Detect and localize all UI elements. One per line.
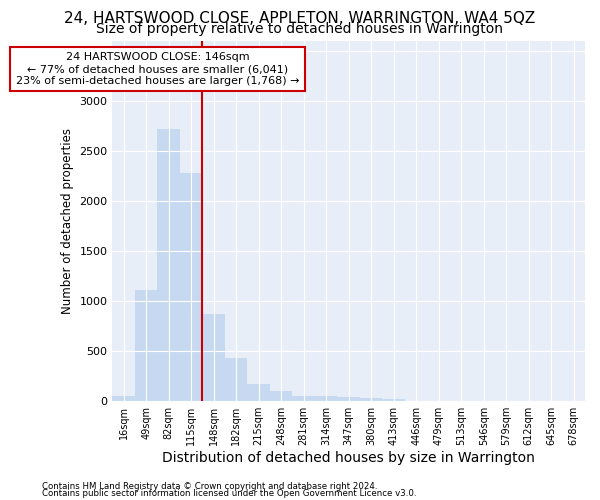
Bar (180, 173, 202, 401)
Text: 24, HARTSWOOD CLOSE, APPLETON, WARRINGTON, WA4 5QZ: 24, HARTSWOOD CLOSE, APPLETON, WARRINGTO… (64, 11, 536, 26)
Text: Size of property relative to detached houses in Warrington: Size of property relative to detached ho… (97, 22, 503, 36)
Text: Contains public sector information licensed under the Open Government Licence v3: Contains public sector information licen… (42, 488, 416, 498)
Bar (225, 358, 247, 401)
Bar (382, 398, 405, 401)
Y-axis label: Number of detached properties: Number of detached properties (61, 128, 74, 314)
Bar (292, 396, 315, 401)
Bar (157, 129, 180, 401)
Text: 24 HARTSWOOD CLOSE: 146sqm
← 77% of detached houses are smaller (6,041)
23% of s: 24 HARTSWOOD CLOSE: 146sqm ← 77% of deta… (16, 52, 299, 86)
Bar (360, 398, 382, 401)
Bar (247, 384, 270, 401)
Bar (270, 391, 292, 401)
Bar (315, 396, 337, 401)
X-axis label: Distribution of detached houses by size in Warrington: Distribution of detached houses by size … (162, 451, 535, 465)
Bar (202, 314, 225, 401)
Bar (337, 397, 360, 401)
Bar (135, 290, 157, 401)
Text: Contains HM Land Registry data © Crown copyright and database right 2024.: Contains HM Land Registry data © Crown c… (42, 482, 377, 491)
Bar (112, 396, 135, 401)
